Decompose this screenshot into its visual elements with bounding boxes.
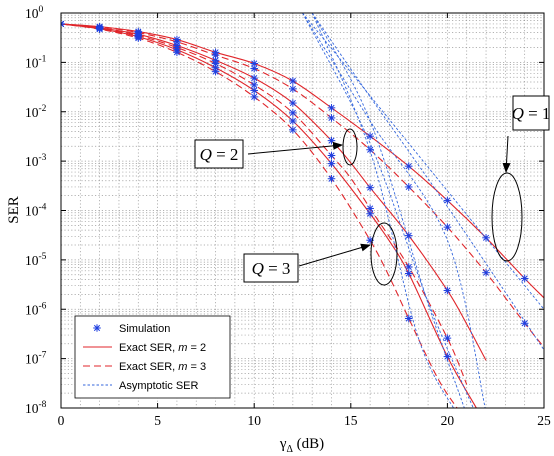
simulation-point xyxy=(250,86,258,95)
simulation-point xyxy=(443,286,452,295)
simulation-point xyxy=(250,64,258,73)
x-axis-title: γΔ (dB) xyxy=(279,436,324,455)
asymptotic-ser-curve-m2-q1 xyxy=(302,13,544,310)
simulation-point xyxy=(404,269,413,278)
annotation-label: Q = 1 xyxy=(512,104,551,123)
exact-ser-curve-m3-q1 xyxy=(61,23,544,348)
simulation-point xyxy=(327,174,336,183)
x-tick-label: 20 xyxy=(441,413,455,428)
annotation-ellipse xyxy=(491,172,523,262)
simulation-point xyxy=(95,25,104,33)
asymptotic-ser-curve-m3-q2 xyxy=(311,13,465,408)
simulation-point xyxy=(134,34,143,42)
y-tick-label: 10-4 xyxy=(25,203,47,219)
simulation-point xyxy=(482,233,490,242)
simulation-point xyxy=(327,104,336,112)
simulation-point xyxy=(520,274,529,283)
x-tick-label: 25 xyxy=(537,413,551,428)
annotation-ellipse xyxy=(370,222,398,286)
simulation-point xyxy=(289,85,297,93)
simulation-point xyxy=(173,48,181,57)
simulation-point xyxy=(443,196,452,205)
series-layer xyxy=(61,13,544,408)
simulation-point xyxy=(404,314,413,323)
asymptotic-ser-curve-m3-q3 xyxy=(311,13,455,408)
simulation-point xyxy=(289,117,297,125)
simulation-point xyxy=(366,145,374,154)
simulation-point xyxy=(404,231,413,240)
y-tick-label: 10-3 xyxy=(25,153,47,169)
simulation-point xyxy=(520,319,529,328)
annotation-arrow xyxy=(298,243,371,267)
simulation-point xyxy=(289,109,297,117)
x-tick-label: 15 xyxy=(344,413,358,428)
legend-label: Exact SER, m = 3 xyxy=(119,361,206,373)
annotations: Q = 1 Q = 2 Q = 3 xyxy=(194,95,551,286)
annotation-ellipse xyxy=(342,128,358,166)
legend-entry: Exact SER, m = 2 xyxy=(83,342,206,354)
legend-entry: Exact SER, m = 3 xyxy=(83,361,206,373)
simulation-point xyxy=(366,204,374,213)
y-tick-label: 10-6 xyxy=(25,301,47,317)
legend-entry: Asymptotic SER xyxy=(83,380,199,392)
x-tick-label: 10 xyxy=(247,413,261,428)
legend: Simulation Exact SER, m = 2 Exact SER, m =… xyxy=(74,315,231,399)
axis-ticks: 0 5 10 15 20 25 100 10-1 10-2 10-3 10-4 10-5 10-6 10-… xyxy=(25,5,551,428)
simulation-point xyxy=(366,209,374,218)
simulation-point xyxy=(250,74,258,82)
simulation-point xyxy=(327,114,336,122)
asymptotic-ser-curve-m3-q1 xyxy=(311,13,544,351)
y-tick-label: 10-7 xyxy=(25,351,47,367)
simulation-point xyxy=(366,183,374,192)
simulation-point xyxy=(289,77,297,85)
annotation-label: Q = 3 xyxy=(252,259,291,278)
simulation-point xyxy=(443,352,452,361)
simulation-point xyxy=(289,126,297,134)
exact-ser-curve-m2-q2 xyxy=(61,23,487,361)
legend-label: Exact SER, m = 2 xyxy=(119,342,206,354)
simulation-point xyxy=(404,263,413,271)
simulation-point xyxy=(327,151,336,160)
simulation-point xyxy=(443,223,452,231)
y-tick-label: 10-5 xyxy=(25,252,47,268)
annotation-arrow xyxy=(502,135,511,173)
simulation-point xyxy=(327,159,336,168)
annotation-arrow xyxy=(247,141,343,155)
annotation-label: Q = 2 xyxy=(200,145,239,164)
x-tick-label: 5 xyxy=(154,413,161,428)
simulation-point xyxy=(482,268,490,277)
y-tick-label: 100 xyxy=(25,5,44,21)
simulation-point xyxy=(211,67,220,76)
simulation-point xyxy=(404,162,413,170)
simulation-point xyxy=(366,132,374,140)
legend-box xyxy=(74,315,231,399)
y-tick-label: 10-1 xyxy=(25,54,47,70)
asymptotic-ser-curve-m2-q2 xyxy=(302,13,486,408)
legend-label: Simulation xyxy=(119,323,170,335)
legend-label: Asymptotic SER xyxy=(119,380,199,392)
legend-entry: Simulation xyxy=(93,323,170,335)
simulation-point xyxy=(327,136,336,145)
asymptotic-ser-curve-m2-q3 xyxy=(302,13,474,408)
y-axis-title: SER xyxy=(6,196,22,224)
annotation-box xyxy=(512,95,550,131)
simulation-point xyxy=(404,183,413,191)
simulation-point xyxy=(250,93,258,101)
annotation-box xyxy=(243,253,299,283)
y-tick-label: 10-2 xyxy=(25,104,47,120)
x-tick-label: 0 xyxy=(58,413,65,428)
annotation-box xyxy=(194,139,244,169)
simulation-point xyxy=(289,99,297,107)
simulation-point xyxy=(443,334,452,342)
y-tick-label: 10-8 xyxy=(25,400,47,416)
